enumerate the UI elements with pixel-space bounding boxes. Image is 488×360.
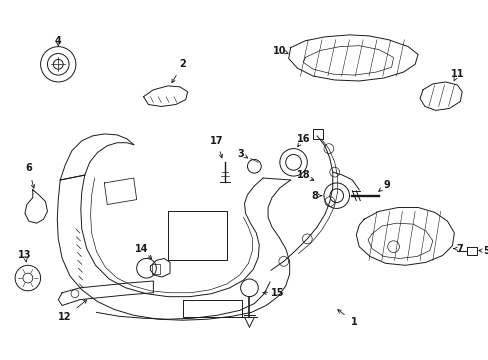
Text: 10: 10 (272, 46, 286, 55)
Bar (152, 264, 160, 274)
Text: 5: 5 (482, 246, 488, 256)
Text: 9: 9 (383, 180, 389, 190)
Text: 11: 11 (449, 69, 463, 79)
Text: 6: 6 (25, 163, 32, 173)
Text: 4: 4 (55, 36, 61, 46)
Text: 2: 2 (179, 59, 186, 69)
Text: 1: 1 (350, 317, 357, 327)
Bar (168, 211, 226, 260)
Text: 18: 18 (296, 170, 309, 180)
Text: 13: 13 (18, 249, 32, 260)
Text: 8: 8 (311, 191, 318, 201)
Text: 15: 15 (270, 288, 284, 298)
Text: 14: 14 (135, 244, 148, 254)
Text: 3: 3 (237, 149, 244, 158)
Text: 7: 7 (456, 244, 463, 254)
Text: 16: 16 (296, 134, 309, 144)
Text: 17: 17 (210, 136, 224, 146)
Text: 12: 12 (58, 312, 72, 322)
